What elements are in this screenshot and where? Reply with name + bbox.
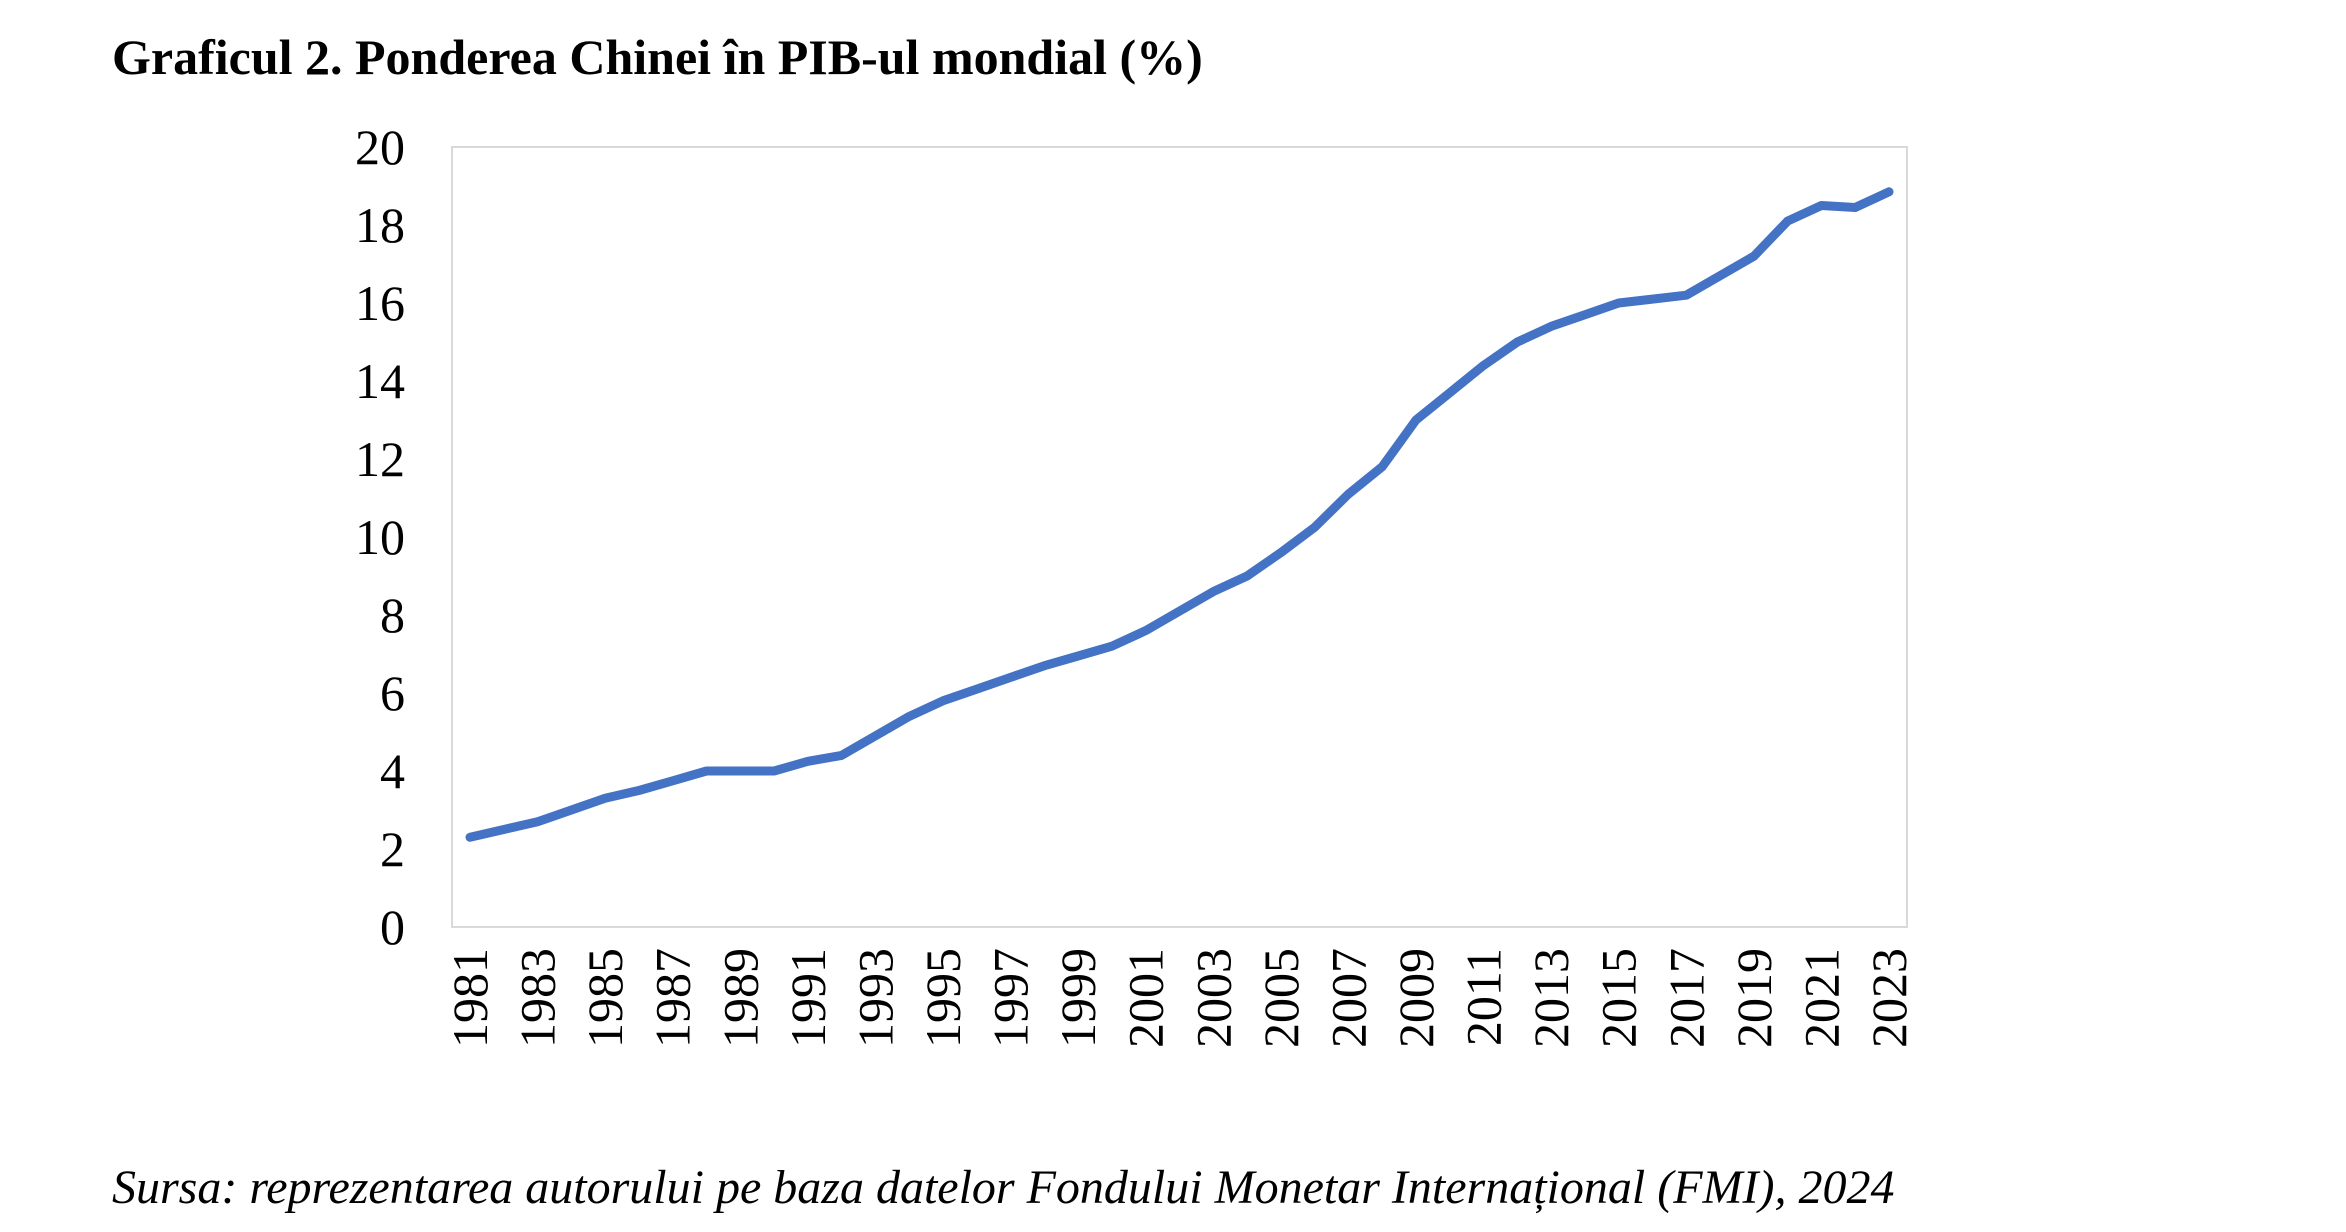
series-line [465,187,1894,842]
y-tick-label: 4 [380,743,405,799]
x-tick-label: 2001 [1118,948,1174,1048]
x-tick-label: 1983 [510,948,566,1048]
y-tick-label: 20 [355,119,405,175]
x-tick-label: 1993 [847,948,903,1048]
y-tick-label: 12 [355,431,405,487]
x-tick-label: 1995 [915,948,971,1048]
x-tick-label: 1997 [983,948,1039,1048]
chart-source: Sursa: reprezentarea autorului pe baza d… [112,1161,1895,1214]
x-tick-label: 1987 [645,948,701,1048]
y-tick-label: 6 [380,665,405,721]
x-tick-label: 2011 [1456,948,1512,1046]
x-tick-label: 2007 [1320,948,1376,1048]
x-tick-label: 2017 [1658,948,1714,1048]
x-tick-label: 1999 [1050,948,1106,1048]
y-tick-label: 8 [380,587,405,643]
y-tick-label: 2 [380,821,405,877]
x-tick-label: 1981 [442,948,498,1048]
x-tick-label: 1985 [577,948,633,1048]
x-tick-label: 1991 [780,948,836,1048]
plot-area-border [451,146,1908,928]
x-tick-label: 2021 [1793,948,1849,1048]
y-tick-label: 14 [355,353,405,409]
x-tick-label: 2009 [1388,948,1444,1048]
chart-title: Graficul 2. Ponderea Chinei în PIB-ul mo… [112,29,1203,85]
x-tick-label: 2013 [1523,948,1579,1048]
x-tick-label: 2005 [1253,948,1309,1048]
x-tick-label: 2019 [1726,948,1782,1048]
y-tick-label: 18 [355,197,405,253]
x-tick-label: 1989 [712,948,768,1048]
x-tick-label: 2015 [1591,948,1647,1048]
x-tick-label: 2023 [1861,948,1917,1048]
x-tick-label: 2003 [1185,948,1241,1048]
y-tick-label: 0 [380,899,405,955]
y-tick-label: 10 [355,509,405,565]
y-tick-label: 16 [355,275,405,331]
